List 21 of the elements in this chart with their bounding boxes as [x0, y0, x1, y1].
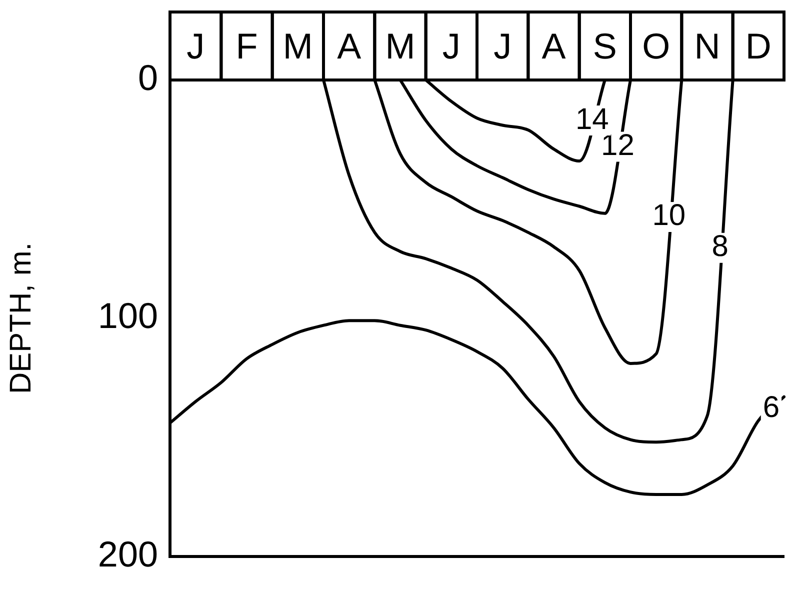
y-tick-label: 100	[98, 295, 158, 336]
x-tick-label: J	[442, 25, 460, 66]
x-tick-label: J	[494, 25, 512, 66]
legend-label: 14	[575, 102, 609, 136]
x-tick-label: J	[186, 25, 205, 66]
y-tick-label: 0	[138, 56, 158, 98]
series-label: 10	[652, 199, 686, 232]
series-label: 6	[762, 390, 780, 424]
x-tick-label: A	[337, 25, 362, 66]
series-label: 12	[601, 128, 634, 162]
series-label: 8	[712, 230, 728, 264]
x-tick-label: M	[282, 25, 313, 66]
x-tick-label: D	[745, 25, 772, 66]
x-tick-label: S	[592, 25, 617, 66]
y-tick-label: 200	[98, 533, 158, 574]
x-tick-label: O	[642, 25, 670, 66]
x-tick-label: M	[385, 25, 416, 66]
x-tick-label: F	[236, 25, 258, 66]
x-tick-label: A	[542, 25, 566, 66]
x-tick-label: N	[694, 25, 720, 66]
y-axis-title: DEPTH, m.	[4, 242, 38, 394]
